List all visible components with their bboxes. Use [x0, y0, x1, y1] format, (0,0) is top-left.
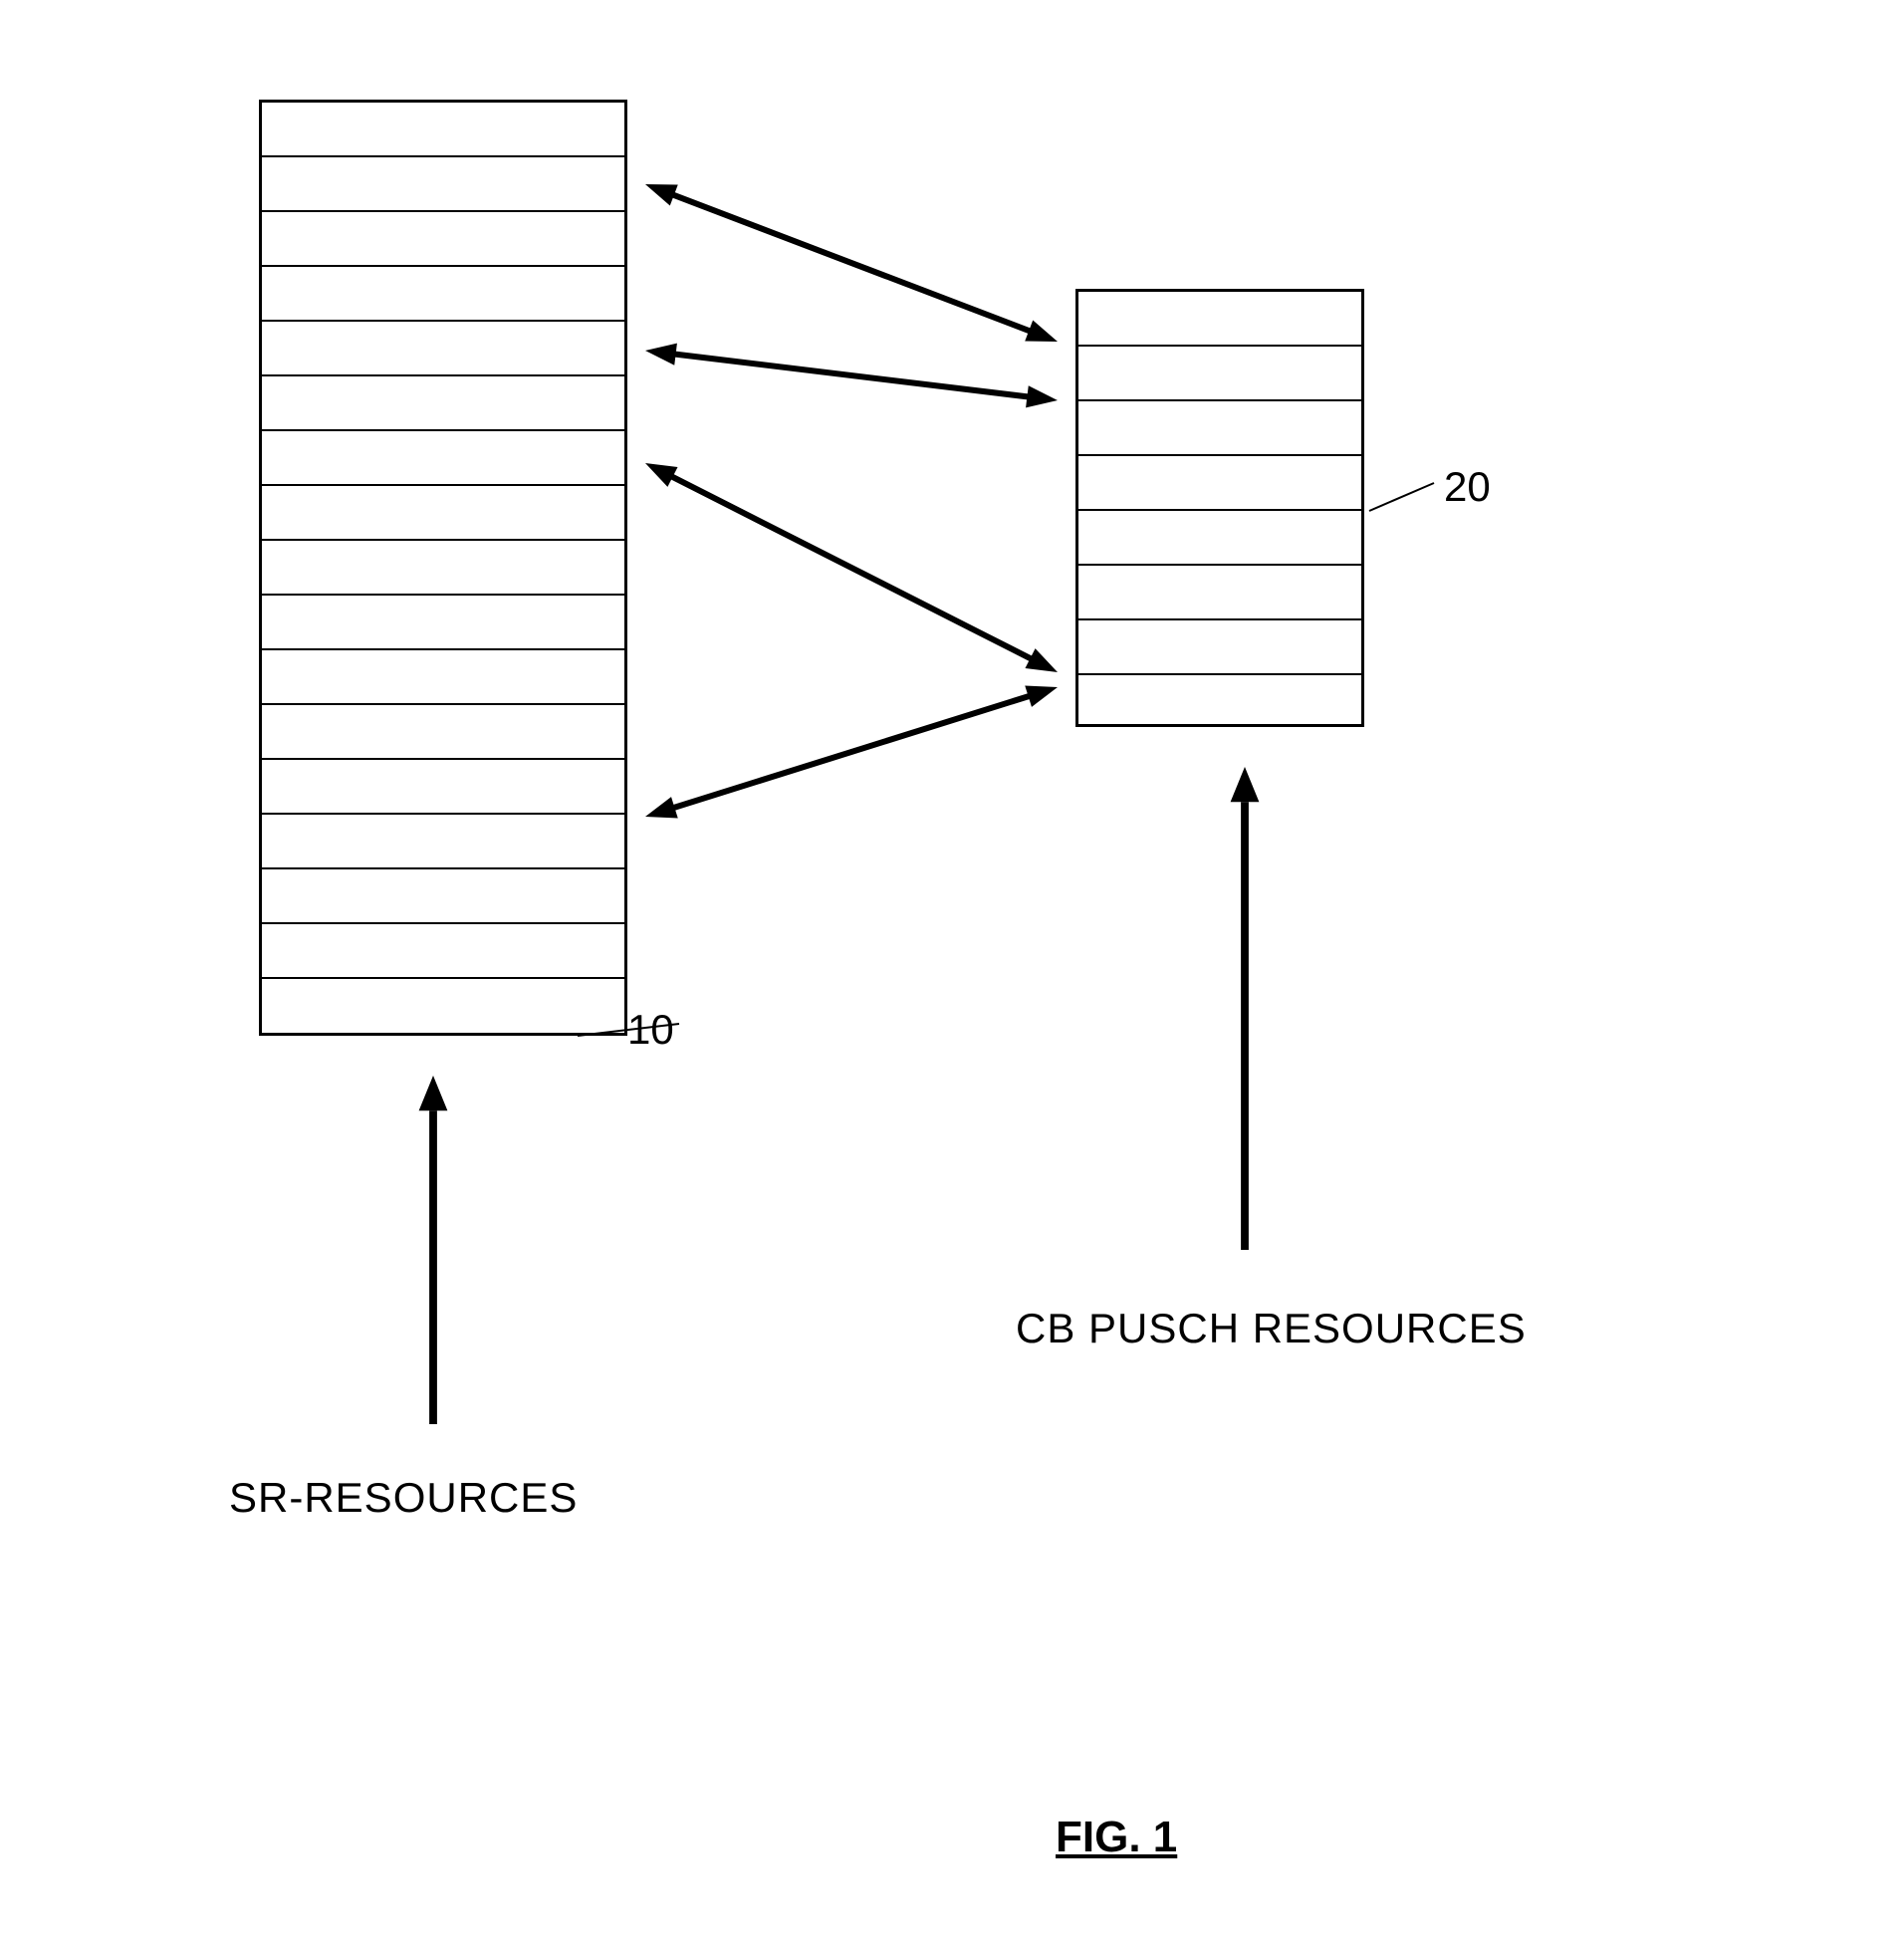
stack-row	[262, 760, 624, 815]
stack-row	[262, 705, 624, 760]
stack-row	[1078, 566, 1361, 620]
sr-resources-label: SR-RESOURCES	[229, 1474, 578, 1522]
stack-row	[262, 596, 624, 650]
stack-row	[1078, 675, 1361, 730]
stack-row	[262, 869, 624, 924]
stack-row	[1078, 401, 1361, 456]
stack-row	[1078, 456, 1361, 511]
stack-row	[1078, 347, 1361, 401]
stack-row	[262, 376, 624, 431]
stack-row	[262, 431, 624, 486]
stack-row	[262, 212, 624, 267]
stack-row	[262, 541, 624, 596]
stack-row	[1078, 292, 1361, 347]
stack-row	[262, 486, 624, 541]
stack-row	[262, 103, 624, 157]
cb-pusch-resources-label: CB PUSCH RESOURCES	[1016, 1305, 1527, 1352]
stack-row	[1078, 620, 1361, 675]
ref-10: 10	[627, 1006, 674, 1054]
cb-pusch-resources-stack	[1075, 289, 1364, 727]
stack-row	[262, 157, 624, 212]
figure-title: FIG. 1	[1056, 1813, 1177, 1862]
stack-row	[262, 979, 624, 1034]
stack-row	[262, 650, 624, 705]
stack-row	[262, 815, 624, 869]
stack-row	[262, 924, 624, 979]
stack-row	[262, 267, 624, 322]
ref-20: 20	[1444, 463, 1491, 511]
stack-row	[262, 322, 624, 376]
stack-row	[1078, 511, 1361, 566]
sr-resources-stack	[259, 100, 627, 1036]
